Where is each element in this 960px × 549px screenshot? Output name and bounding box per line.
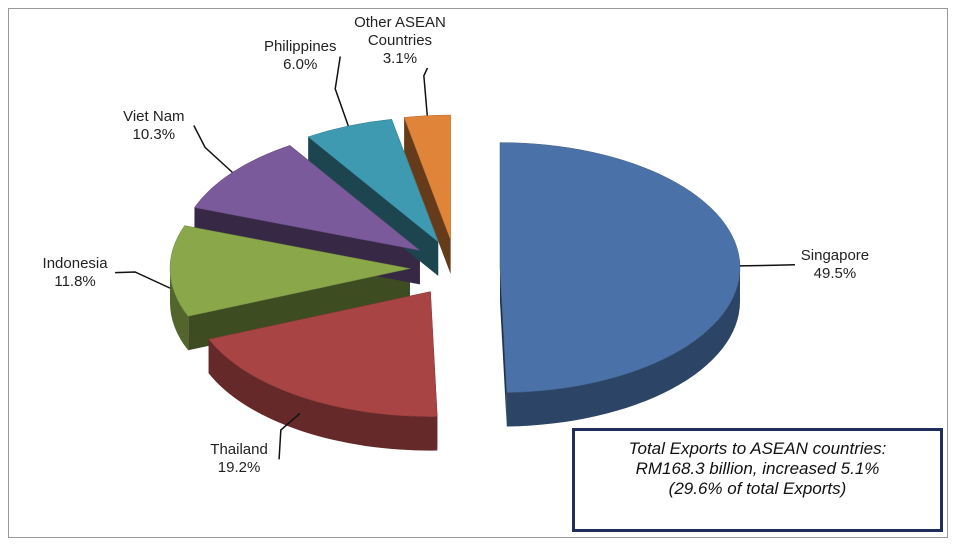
slice-side	[170, 268, 189, 351]
category-label: Other ASEAN Countries	[354, 13, 446, 49]
value-label: 11.8%	[54, 272, 96, 290]
slice-tops	[169, 114, 741, 417]
slice-label: Indonesia 11.8%	[42, 254, 108, 291]
slice	[169, 225, 411, 317]
slice-label: Thailand 19.2%	[210, 441, 268, 478]
slice-side	[208, 339, 438, 451]
leader-line	[334, 56, 350, 127]
category-label: Thailand	[210, 441, 268, 459]
category-label: Viet Nam	[123, 107, 185, 125]
slice-label: Philippines 6.0%	[263, 38, 337, 75]
slice-label: Singapore 49.5%	[800, 246, 870, 283]
value-label: 19.2%	[217, 459, 261, 477]
slice-label: Other ASEAN Countries 3.1%	[347, 13, 453, 68]
leader-line	[193, 125, 233, 173]
chart-frame	[8, 8, 948, 538]
value-label: 6.0%	[283, 56, 318, 74]
value-label: 10.3%	[132, 125, 176, 143]
annotation-line: Total Exports to ASEAN countries:	[628, 439, 887, 458]
slice-wall	[499, 267, 507, 427]
annotation-line: RM168.3 billion, increased 5.1%	[635, 459, 880, 478]
category-label: Singapore	[800, 246, 870, 264]
slice	[403, 114, 451, 241]
slice-wall	[404, 117, 451, 275]
leader-line	[278, 412, 301, 460]
category-label: Indonesia	[42, 254, 108, 272]
annotation-box: Total Exports to ASEAN countries: RM168.…	[572, 428, 943, 532]
slice-side	[506, 267, 740, 427]
slice	[194, 145, 421, 251]
value-label: 3.1%	[382, 49, 418, 67]
category-label: Philippines	[263, 38, 337, 56]
leader-line	[115, 271, 171, 289]
slice-label: Viet Nam 10.3%	[123, 107, 185, 144]
value-label: 49.5%	[813, 264, 857, 282]
annotation-line: (29.6% of total Exports)	[668, 479, 847, 498]
leader-line	[739, 264, 795, 267]
slice	[208, 291, 438, 417]
slice-sides	[170, 267, 740, 451]
